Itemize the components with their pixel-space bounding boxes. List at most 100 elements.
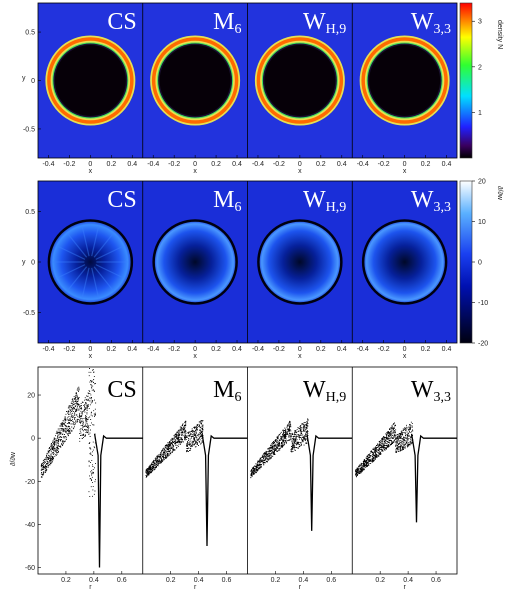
vorticity-filament <box>91 267 100 299</box>
density-cavity-core <box>369 45 441 116</box>
y-tick-label: -40 <box>25 522 35 529</box>
x-axis-label: x <box>193 353 197 360</box>
density-colorbar-label: density N <box>496 20 503 49</box>
profile-spike <box>306 433 353 531</box>
x-tick-label: 0.2 <box>421 346 431 353</box>
x-axis-label: x <box>403 168 407 175</box>
x-tick-label: 0.2 <box>316 346 326 353</box>
x-tick-label: 0.2 <box>271 577 281 584</box>
x-axis-label: x <box>89 353 93 360</box>
x-axis-label: r <box>403 584 406 591</box>
vorticity-filament <box>56 264 86 279</box>
profile-y-axis-label: ∂/∂w <box>10 451 17 466</box>
density-cavity-core <box>264 45 336 116</box>
density-cavity-core <box>159 45 231 116</box>
profile-row: CS M6 WH,9 W3,3 0.2 0.4 0.6 r 0.2 0.4 0.6 r 0.2 0.4 0… <box>10 366 458 591</box>
x-tick-label: 0.6 <box>326 577 336 584</box>
panel-title: W3,3 <box>411 9 451 37</box>
x-tick-label: -0.4 <box>147 161 159 168</box>
x-tick-label: 0.6 <box>117 577 127 584</box>
panel-title: CS <box>107 377 136 403</box>
x-tick-label: -0.2 <box>63 161 75 168</box>
x-tick-label: 0.4 <box>232 161 242 168</box>
x-tick-label: -0.2 <box>63 346 75 353</box>
profile-points <box>355 421 414 478</box>
y-tick-label: 20 <box>27 393 35 400</box>
x-tick-label: 0.2 <box>211 161 221 168</box>
colorbar-tick-label: 1 <box>478 110 482 117</box>
x-tick-label: -0.4 <box>42 161 54 168</box>
x-tick-label: 0 <box>193 161 197 168</box>
vorticity-filament <box>95 264 125 279</box>
y-tick-label: 0 <box>31 260 35 267</box>
x-axis-label: x <box>89 168 93 175</box>
panel-title: M6 <box>213 377 241 405</box>
profile-spike <box>410 433 457 523</box>
vorticity-colorbar-label: ∂/∂w <box>496 186 503 201</box>
x-tick-label: -0.4 <box>357 346 369 353</box>
colorbar-tick-label: -10 <box>478 300 488 307</box>
x-tick-label: 0.6 <box>222 577 232 584</box>
vorticity-ring <box>257 219 343 305</box>
x-tick-label: -0.4 <box>252 346 264 353</box>
x-tick-label: 0.4 <box>403 577 413 584</box>
vorticity-filament <box>95 245 125 260</box>
vorticity-ring <box>361 219 448 305</box>
x-tick-label: 0 <box>403 161 407 168</box>
x-tick-label: -0.2 <box>168 161 180 168</box>
plot-frame <box>37 180 458 344</box>
x-tick-label: 0.2 <box>166 577 176 584</box>
x-tick-label: 0 <box>298 161 302 168</box>
x-tick-label: 0.2 <box>106 346 116 353</box>
density-ring-core <box>151 37 239 124</box>
x-tick-label: 0.2 <box>61 577 71 584</box>
density-y-axis-label: y <box>22 75 26 82</box>
panel-title: WH,9 <box>303 9 346 37</box>
colorbar-tick-label: 0 <box>478 260 482 267</box>
x-tick-label: 0.6 <box>431 577 441 584</box>
x-tick-label: 0 <box>88 161 92 168</box>
x-tick-label: 0.2 <box>316 161 326 168</box>
y-tick-label: 0.5 <box>25 209 35 216</box>
x-tick-label: 0.4 <box>337 346 347 353</box>
x-tick-label: 0.4 <box>89 577 99 584</box>
y-tick-label: 0 <box>31 78 35 85</box>
y-tick-label: 0 <box>31 436 35 443</box>
panel-title: WH,9 <box>303 187 346 215</box>
x-tick-label: -0.2 <box>378 161 390 168</box>
x-tick-label: -0.4 <box>252 161 264 168</box>
x-tick-label: -0.4 <box>357 161 369 168</box>
x-tick-label: 0 <box>88 346 92 353</box>
x-tick-label: -0.4 <box>147 346 159 353</box>
x-tick-label: 0.4 <box>442 346 452 353</box>
x-axis-label: r <box>194 584 197 591</box>
x-tick-label: 0 <box>193 346 197 353</box>
x-tick-label: 0.4 <box>232 346 242 353</box>
x-axis-label: x <box>403 353 407 360</box>
vorticity-ring <box>152 219 238 305</box>
vorticity-disk <box>48 220 132 304</box>
vorticity-disk <box>258 220 342 304</box>
colorbar-tick-label: -20 <box>478 341 488 348</box>
x-tick-label: 0.2 <box>421 161 431 168</box>
panel-title: WH,9 <box>303 377 346 405</box>
x-axis-label: r <box>299 584 302 591</box>
y-tick-label: -0.5 <box>23 126 35 133</box>
panel-title: M6 <box>213 187 241 215</box>
density-cavity-core <box>54 45 126 116</box>
plot-frame <box>37 2 458 159</box>
y-tick-label: -0.5 <box>23 310 35 317</box>
x-tick-label: 0.4 <box>127 161 137 168</box>
profile-spike <box>93 433 143 568</box>
x-tick-label: 0.4 <box>337 161 347 168</box>
vorticity-y-axis-label: y <box>22 259 26 266</box>
density-ring-core <box>361 37 448 124</box>
x-tick-label: 0.4 <box>127 346 137 353</box>
density-ring-core <box>256 37 344 124</box>
vorticity-colorbar <box>459 180 473 344</box>
vorticity-filament <box>93 266 115 292</box>
x-tick-label: 0.4 <box>442 161 452 168</box>
vorticity-filament <box>91 225 100 257</box>
x-tick-label: 0.4 <box>194 577 204 584</box>
